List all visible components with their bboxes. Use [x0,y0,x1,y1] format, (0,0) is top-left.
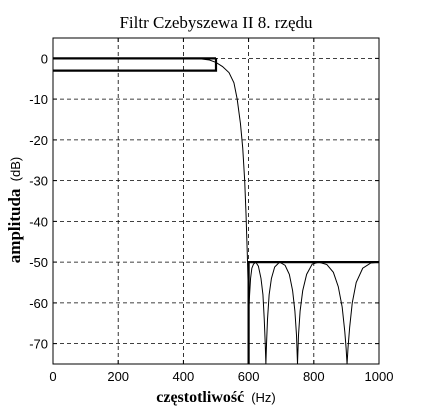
plot-frame [52,37,380,365]
x-tick-label: 1000 [365,369,394,384]
spec-limit-line [247,261,379,364]
x-tick-label: 800 [303,369,325,384]
y-axis-label-main: amplituda [5,188,24,263]
y-tick-label: -50 [29,255,48,270]
x-tick-label: 200 [107,369,129,384]
y-tick-label: 0 [41,51,48,66]
chart-title: Filtr Czebyszewa II 8. rzędu [119,13,313,32]
y-axis-label: amplituda (dB) [5,157,24,263]
y-tick-label: -70 [29,337,48,352]
x-axis-label-unit: (Hz) [251,390,276,405]
y-tick-label: -40 [29,214,48,229]
y-tick-label: -20 [29,133,48,148]
spec-limit-line [53,58,218,72]
x-axis-label: częstotliwość (Hz) [156,389,276,406]
x-tick-label: 600 [238,369,260,384]
y-tick-label: -60 [29,296,48,311]
response-curve [53,57,379,364]
plot-area [53,57,379,364]
y-tick-label: -10 [29,92,48,107]
x-tick-label: 0 [49,369,56,384]
x-axis-label-main: częstotliwość [156,389,244,406]
y-axis-label-unit: (dB) [8,157,23,182]
y-tick-label: -30 [29,174,48,189]
ticks: 0 200 400 600 800 1000 0 -10 -20 -30 -40 -50 -60 -70 [29,38,393,384]
x-tick-label: 400 [173,369,195,384]
